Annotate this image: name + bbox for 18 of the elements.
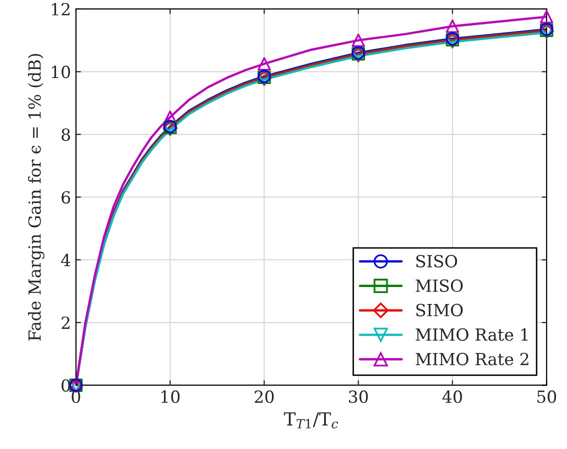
legend-label: SIMO <box>416 304 463 316</box>
legend-label: MIMO Rate 1 <box>416 328 528 341</box>
x-tick-label: 20 <box>254 390 274 404</box>
legend-label: MISO <box>416 279 463 292</box>
x-axis-title: T$_{T1}$/T$_{c}$ <box>284 412 338 428</box>
legend-label: SISO <box>416 254 458 268</box>
y-tick-label: 6 <box>62 191 70 204</box>
x-tick-label: 40 <box>442 390 462 404</box>
y-tick-label: 12 <box>52 2 70 16</box>
x-tick-label: 10 <box>162 390 180 404</box>
y-tick-label: 8 <box>62 128 70 141</box>
y-tick-label: 2 <box>62 316 70 329</box>
y-axis-title: Fade Margin Gain for ϵ = 1% (dB) <box>28 54 44 341</box>
y-tick-label: 4 <box>61 254 70 266</box>
legend-label: MIMO Rate 2 <box>416 352 528 366</box>
y-tick-label: 10 <box>52 66 70 78</box>
x-tick-label: 30 <box>349 390 368 404</box>
x-tick-label: 50 <box>537 390 556 404</box>
